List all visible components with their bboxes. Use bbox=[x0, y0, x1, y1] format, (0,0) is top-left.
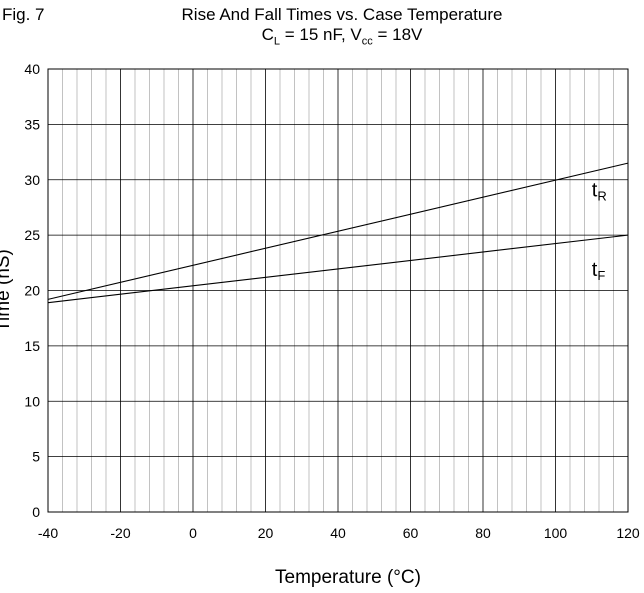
x-tick-label: 40 bbox=[330, 525, 346, 541]
x-tick-label: 120 bbox=[616, 525, 640, 541]
y-tick-label: 35 bbox=[24, 116, 40, 132]
x-tick-label: -20 bbox=[110, 525, 130, 541]
x-axis-title: Temperature (°C) bbox=[275, 567, 421, 588]
x-tick-label: 0 bbox=[189, 525, 197, 541]
y-tick-label: 0 bbox=[32, 504, 40, 520]
tick-labels: -40 -20 0 20 40 60 80 100 120 0 5 10 15 20 25 30 35 40 bbox=[24, 61, 639, 541]
series-line-tR bbox=[47, 162, 629, 300]
series-group bbox=[47, 162, 629, 304]
x-tick-label: 60 bbox=[403, 525, 419, 541]
subtitle-vcc-rest: = 18V bbox=[372, 25, 423, 44]
curve-label-tR: tR bbox=[592, 179, 607, 203]
y-tick-label: 25 bbox=[24, 227, 40, 243]
chart-subtitle: CL = 15 nF, Vcc = 18V bbox=[0, 25, 644, 47]
x-tick-label: 20 bbox=[258, 525, 274, 541]
subtitle-cl-rest: = 15 nF, V bbox=[280, 25, 362, 44]
y-tick-label: 20 bbox=[24, 283, 40, 299]
curve-labels: tR tF bbox=[592, 179, 607, 283]
subtitle-cl-sub: L bbox=[273, 35, 281, 48]
y-tick-label: 30 bbox=[24, 172, 40, 188]
curve-label-tF: tF bbox=[592, 259, 606, 283]
subtitle-cl: C bbox=[261, 25, 274, 44]
grid bbox=[47, 68, 629, 513]
x-tick-label: 100 bbox=[544, 525, 568, 541]
y-axis-title: Time (nS) bbox=[0, 249, 14, 332]
x-tick-label: -40 bbox=[38, 525, 58, 541]
y-tick-label: 5 bbox=[32, 449, 40, 465]
plot-frame bbox=[47, 68, 629, 513]
y-tick-label: 10 bbox=[24, 393, 40, 409]
figure-label: Fig. 7 bbox=[2, 5, 45, 24]
y-tick-label: 15 bbox=[24, 338, 40, 354]
y-tick-label: 40 bbox=[24, 61, 40, 77]
chart-title: Rise And Fall Times vs. Case Temperature bbox=[181, 5, 503, 24]
x-tick-label: 80 bbox=[475, 525, 491, 541]
subtitle-vcc-sub: cc bbox=[361, 35, 373, 48]
series-line-tF bbox=[47, 234, 629, 304]
